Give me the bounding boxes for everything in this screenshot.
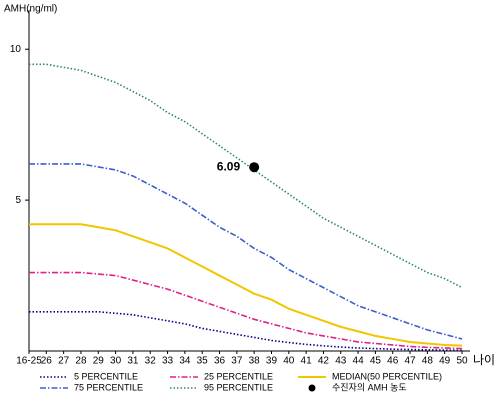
y-tick-label: 10 (10, 44, 22, 55)
x-tick-label: 34 (179, 356, 191, 367)
x-tick-label: 47 (404, 356, 416, 367)
patient-point (249, 162, 260, 173)
legend-label: 95 PERCENTILE (204, 382, 273, 392)
y-tick-label: 5 (15, 195, 21, 206)
patient-value-label: 6.09 (217, 159, 241, 173)
legend-label: 5 PERCENTILE (74, 371, 138, 381)
series-line (29, 271, 463, 350)
x-tick-label: 42 (318, 356, 330, 367)
x-tick-label: 35 (197, 356, 209, 367)
x-axis-title: 나이 (473, 353, 495, 367)
x-tick-label: 16-25 (16, 356, 42, 367)
x-tick-label: 46 (387, 356, 399, 367)
legend-label: 수진자의 AMH 농도 (332, 382, 407, 392)
series-line (29, 223, 463, 347)
legend-swatch (308, 384, 316, 392)
x-tick-label: 38 (249, 356, 261, 367)
x-tick-label: 32 (145, 356, 157, 367)
series-line (29, 310, 463, 352)
x-tick-label: 49 (439, 356, 451, 367)
series-line (29, 63, 463, 289)
legend-label: 25 PERCENTILE (204, 371, 273, 381)
x-tick-label: 41 (301, 356, 313, 367)
x-tick-label: 50 (456, 356, 468, 367)
legend-label: 75 PERCENTILE (74, 382, 143, 392)
x-tick-label: 39 (266, 356, 278, 367)
x-tick-label: 31 (127, 356, 139, 367)
x-tick-label: 43 (335, 356, 347, 367)
x-tick-label: 45 (370, 356, 382, 367)
x-tick-label: 30 (110, 356, 122, 367)
x-tick-label: 44 (353, 356, 365, 367)
x-tick-label: 37 (231, 356, 243, 367)
y-axis-title: AMH(ng/ml) (4, 4, 57, 15)
x-tick-label: 36 (214, 356, 226, 367)
x-tick-label: 28 (75, 356, 87, 367)
x-tick-label: 27 (58, 356, 70, 367)
series-line (29, 163, 463, 340)
legend-label: MEDIAN(50 PERCENTILE) (332, 371, 442, 381)
x-tick-label: 48 (422, 356, 434, 367)
x-tick-label: 26 (41, 356, 53, 367)
x-tick-label: 29 (93, 356, 105, 367)
x-tick-label: 33 (162, 356, 174, 367)
x-tick-label: 40 (283, 356, 295, 367)
